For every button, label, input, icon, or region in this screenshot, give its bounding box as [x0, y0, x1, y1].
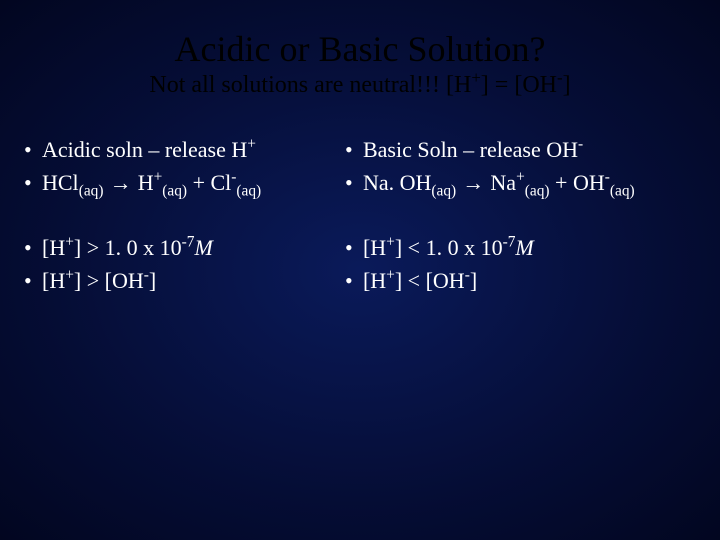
bullet-text: [H	[42, 235, 65, 260]
list-item: [H+] > [OH-]	[22, 264, 333, 297]
sub: (aq)	[610, 182, 635, 199]
bullet-list: [H+] < 1. 0 x 10-7M [H+] < [OH-]	[343, 231, 708, 297]
list-item: HCl(aq) → H+(aq) + Cl-(aq)	[22, 166, 333, 199]
bullet-text: ]	[470, 268, 477, 293]
list-item: [H+] < 1. 0 x 10-7M	[343, 231, 708, 264]
sub: (aq)	[525, 182, 550, 199]
arrow-icon: →	[103, 170, 137, 195]
bullet-text: ] > 1. 0 x 10	[74, 235, 182, 260]
list-item: Acidic soln – release H+	[22, 133, 333, 166]
sub: (aq)	[162, 182, 187, 199]
list-item: [H+] > 1. 0 x 10-7M	[22, 231, 333, 264]
bullet-text: + OH	[550, 170, 605, 195]
bullet-text: ] > [OH	[74, 268, 144, 293]
bullet-text: + Cl	[187, 170, 231, 195]
subtitle-text: Not all solutions are neutral!!! [H	[149, 72, 471, 98]
left-column: Acidic soln – release H+ HCl(aq) → H+(aq…	[22, 133, 333, 297]
bullet-text: ] < [OH	[395, 268, 465, 293]
sup: +	[247, 136, 256, 153]
sup: -	[578, 136, 583, 153]
right-column: Basic Soln – release OH- Na. OH(aq) → Na…	[343, 133, 708, 297]
sup: +	[386, 267, 395, 284]
sub: (aq)	[236, 182, 261, 199]
sup: +	[154, 169, 163, 186]
list-item: Na. OH(aq) → Na+(aq) + OH-(aq)	[343, 166, 708, 199]
bullet-text: HCl	[42, 170, 79, 195]
bullet-text: Na	[490, 170, 516, 195]
sup: -7	[182, 234, 195, 251]
sup: -7	[503, 234, 516, 251]
bullet-text: [H	[42, 268, 65, 293]
arrow-icon: →	[456, 170, 490, 195]
list-item: [H+] < [OH-]	[343, 264, 708, 297]
bullet-text: ] < 1. 0 x 10	[395, 235, 503, 260]
sup: +	[516, 169, 525, 186]
slide-subtitle: Not all solutions are neutral!!! [H+] = …	[22, 72, 698, 99]
bullet-list: [H+] > 1. 0 x 10-7M [H+] > [OH-]	[22, 231, 333, 297]
subtitle-sup: +	[471, 68, 480, 87]
slide-title: Acidic or Basic Solution?	[22, 28, 698, 70]
sup: +	[386, 234, 395, 251]
spacer	[343, 199, 708, 231]
subtitle-text: ]	[563, 72, 571, 98]
bullet-text: Acidic soln – release H	[42, 137, 247, 162]
bullet-text: M	[194, 235, 212, 260]
sub: (aq)	[79, 182, 104, 199]
bullet-text: [H	[363, 235, 386, 260]
sup: +	[65, 267, 74, 284]
bullet-text: H	[138, 170, 154, 195]
list-item: Basic Soln – release OH-	[343, 133, 708, 166]
content-columns: Acidic soln – release H+ HCl(aq) → H+(aq…	[22, 133, 698, 297]
bullet-list: Basic Soln – release OH- Na. OH(aq) → Na…	[343, 133, 708, 199]
bullet-text: [H	[363, 268, 386, 293]
bullet-text: M	[515, 235, 533, 260]
sub: (aq)	[431, 182, 456, 199]
subtitle-text: ] = [OH	[481, 72, 557, 98]
bullet-list: Acidic soln – release H+ HCl(aq) → H+(aq…	[22, 133, 333, 199]
slide: Acidic or Basic Solution? Not all soluti…	[0, 0, 720, 317]
bullet-text: Basic Soln – release OH	[363, 137, 578, 162]
sup: +	[65, 234, 74, 251]
bullet-text: ]	[149, 268, 156, 293]
spacer	[22, 199, 333, 231]
bullet-text: Na. OH	[363, 170, 431, 195]
